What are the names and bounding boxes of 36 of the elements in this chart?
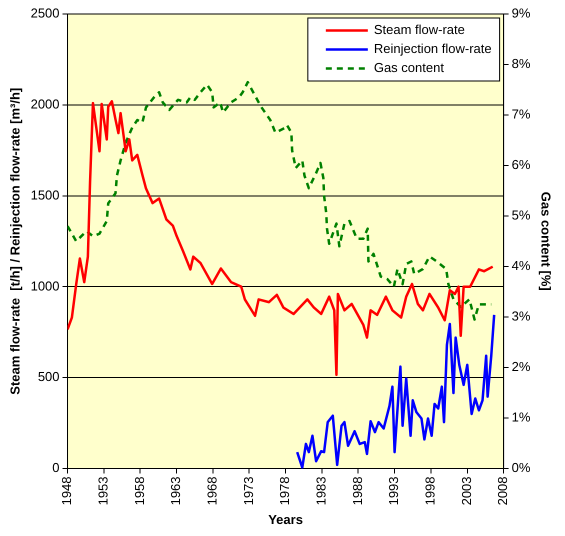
y2-tick-label: 5%	[512, 208, 531, 223]
x-tick-label: 1963	[168, 476, 184, 506]
y2-tick-label: 0%	[512, 460, 531, 476]
y2-tick-label: 3%	[512, 308, 531, 324]
x-tick-label: 2003	[458, 476, 474, 506]
x-tick-label: 1998	[422, 476, 438, 506]
x-tick-label: 1973	[240, 476, 256, 506]
y2-axis-title: Gas content [%]	[538, 192, 554, 291]
x-tick-label: 1953	[95, 476, 110, 506]
legend-label: Steam flow-rate	[374, 22, 465, 38]
y2-tick-label: 8%	[512, 56, 531, 72]
x-tick-label: 2008	[495, 476, 510, 506]
legend-label: Reinjection flow-rate	[374, 41, 492, 56]
y-tick-label: 1000	[30, 278, 60, 294]
x-tick-label: 1958	[132, 476, 147, 506]
y2-tick-label: 9%	[512, 6, 531, 21]
y-tick-label: 2500	[30, 6, 60, 21]
y2-tick-label: 2%	[512, 359, 531, 374]
x-tick-label: 1983	[313, 476, 328, 506]
y2-tick-label: 4%	[512, 258, 531, 274]
y2-tick-label: 6%	[512, 157, 531, 172]
y-tick-label: 2000	[30, 96, 60, 112]
x-tick-label: 1993	[386, 476, 402, 506]
x-axis-title: Years	[268, 512, 303, 527]
y-tick-label: 1500	[30, 187, 60, 202]
x-tick-label: 1978	[277, 476, 292, 506]
legend-label: Gas content	[374, 60, 444, 76]
x-tick-label: 1968	[204, 476, 220, 506]
y2-tick-label: 7%	[512, 106, 531, 122]
x-tick-label: 1988	[350, 476, 365, 506]
y-axis-title: Steam flow-rate [t/h] / Reinjection flow-rate [m³/h]	[7, 88, 22, 395]
y-tick-label: 0	[52, 460, 60, 476]
y2-tick-label: 1%	[512, 410, 531, 425]
line-series	[68, 80, 493, 321]
y-tick-label: 500	[38, 369, 60, 384]
x-tick-label: 1948	[59, 476, 74, 506]
